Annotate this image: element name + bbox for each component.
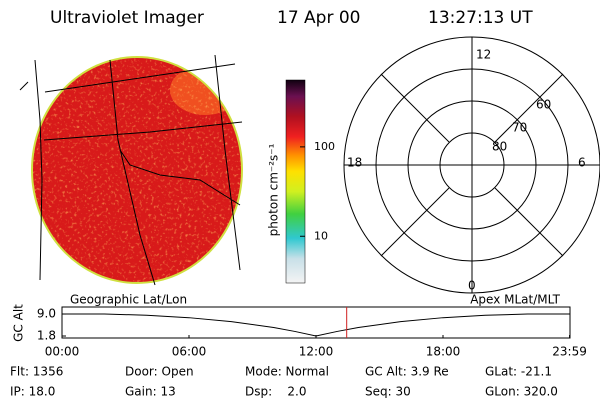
instrument-title: Ultraviolet Imager — [50, 8, 204, 28]
y-tick-label: 9.0 — [37, 307, 56, 321]
mlat-label: 80 — [492, 140, 507, 154]
colorbar-tick-label: 10 — [314, 229, 328, 242]
status-field: Seq: 30 — [365, 385, 411, 399]
status-field: GLat: -21.1 — [485, 365, 552, 379]
status-field: Flt: 1356 — [10, 365, 63, 379]
mlt-label: 12 — [476, 48, 491, 62]
colorbar — [285, 79, 306, 284]
mlt-label: 0 — [468, 279, 476, 293]
status-field: GC Alt: 3.9 Re — [365, 365, 449, 379]
timeline-y-label: GC Alt — [12, 304, 26, 342]
x-tick-label: 00:00 — [45, 345, 80, 359]
colorbar-label: photon cm⁻²s⁻¹ — [267, 143, 281, 236]
mlat-label: 70 — [512, 121, 527, 135]
status-field: Dsp: 2.0 — [245, 385, 307, 399]
polar-grid — [343, 36, 600, 294]
status-field: Mode: Normal — [245, 365, 329, 379]
mlt-label: 18 — [347, 156, 362, 170]
status-field: Gain: 13 — [125, 385, 176, 399]
status-field: Door: Open — [125, 365, 194, 379]
timeline-left-title: Geographic Lat/Lon — [70, 293, 187, 307]
x-tick-label: 06:00 — [172, 345, 207, 359]
auroral-image — [19, 54, 243, 286]
x-tick-label: 18:00 — [426, 345, 461, 359]
altitude-line — [62, 313, 570, 337]
y-tick-label: 1.8 — [37, 329, 56, 343]
x-tick-label: 12:00 — [299, 345, 334, 359]
colorbar-tick-label: 100 — [314, 140, 335, 153]
mlat-label: 60 — [536, 98, 551, 112]
date: 17 Apr 00 — [277, 8, 360, 28]
status-field: IP: 18.0 — [10, 385, 55, 399]
x-tick-label: 23:59 — [552, 345, 587, 359]
timeline-frame — [61, 306, 571, 339]
status-field: GLon: 320.0 — [485, 385, 558, 399]
time: 13:27:13 UT — [428, 8, 533, 28]
timeline-right-title: Apex MLat/MLT — [470, 293, 560, 307]
mlt-label: 6 — [578, 156, 586, 170]
